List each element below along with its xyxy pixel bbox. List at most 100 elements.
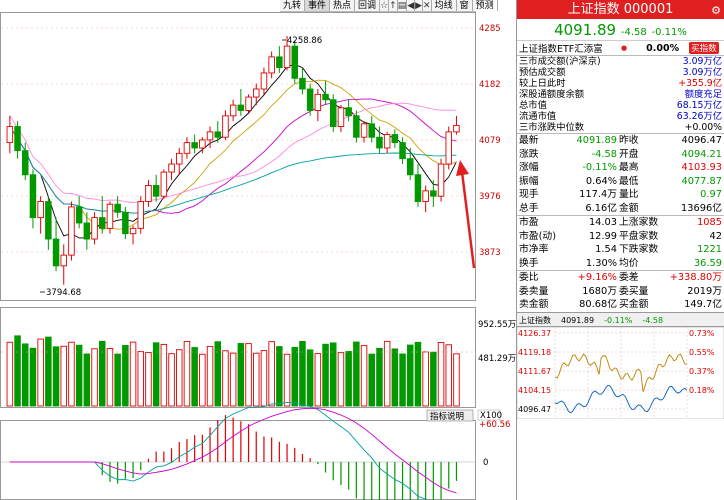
quote-row: 振幅 0.64% 最低 4077.87 (517, 175, 724, 189)
etf-row[interactable]: 上证指数ETF汇添富 ● 0.00% 买指数 (517, 41, 724, 56)
quote-row: 委比 +9.16% 委差 +338.80万 (517, 271, 724, 285)
candle-body (214, 131, 221, 138)
quote-key: 委买量 (619, 285, 649, 297)
mini-left-tick: 4104.15 (518, 386, 551, 395)
chart-icon[interactable]: ▤ (397, 0, 408, 11)
info-value: 额度充足 (684, 89, 722, 100)
candle-body (283, 45, 291, 69)
tab-hot[interactable]: 热点 (330, 0, 356, 11)
volume-bars (1, 335, 475, 407)
tab-events[interactable]: 事件 (305, 0, 331, 11)
volume-bar (222, 350, 229, 407)
volume-bar (114, 353, 121, 407)
candle-body (299, 77, 306, 90)
candle-body (6, 126, 14, 144)
quote-key: 总手 (519, 202, 539, 214)
market-info-row: 预估成交额 3.09万亿 (517, 67, 724, 78)
mini-change: -4.58 (642, 315, 664, 325)
quote-key: 最新 (519, 135, 539, 146)
moving-average-lines (9, 63, 457, 239)
up-arrow-icon[interactable]: ↑ (389, 0, 398, 11)
info-key: 流通市值 (519, 111, 557, 122)
volume-bar (383, 340, 391, 407)
volume-bar (137, 351, 144, 407)
indicator-help-label: 指标说明 (430, 411, 464, 422)
mini-intraday-chart[interactable]: 4126.37 4119.18 4111.67 4104.15 4096.47 0.73%… (516, 326, 724, 419)
kline-chart-area[interactable]: 4285 4182 4079 3976 3873 4258.86 3794.68… (0, 0, 516, 500)
quote-row: 最新 4091.89 昨收 4096.47 (517, 134, 724, 148)
tab-window[interactable]: 窗 (457, 0, 473, 11)
candle-body (422, 190, 429, 202)
volume-tick: 481.29万 (478, 354, 516, 364)
price-tick: 4182 (479, 80, 501, 90)
candle-body (91, 217, 98, 240)
volume-bar (206, 345, 214, 407)
low-annotation: 3794.68 (46, 288, 81, 298)
candle-body (360, 123, 368, 138)
etf-name[interactable]: 上证指数ETF汇添富 (519, 44, 603, 55)
info-value: 3.09万亿 (682, 67, 722, 78)
volume-bar (422, 351, 429, 407)
volume-bar (83, 353, 91, 407)
candle-body (337, 107, 345, 127)
quote-key: 最高 (619, 162, 639, 173)
market-info-row: 三市成交额(沪深京) 3.09万亿 (517, 56, 724, 67)
quote-row: 换手 1.30% 均价 36.59 (517, 257, 724, 271)
price-tick: 4079 (479, 136, 501, 146)
volume-bar (106, 348, 114, 407)
candle-body (183, 142, 191, 154)
quote-title-bar: 上证指数 000001 ⚙ (517, 0, 724, 19)
quote-value: 36.59 (693, 257, 722, 269)
candle-body (114, 203, 121, 213)
quote-key: 换手 (519, 257, 539, 269)
info-key: 三市成交额(沪深京) (519, 56, 601, 67)
volume-bar (91, 348, 98, 407)
tab-ma[interactable]: 均线 (432, 0, 457, 11)
candle-body (106, 203, 114, 229)
price-panel[interactable] (0, 12, 476, 301)
candle-body (414, 174, 422, 202)
star-icon[interactable]: ☆ (380, 0, 390, 11)
mini-right-tick: 0.55% (689, 348, 715, 357)
mini-price-line (554, 352, 688, 392)
close-icon[interactable]: ✕ (423, 0, 432, 11)
gear-icon[interactable]: ⚙ (711, 4, 721, 17)
quote-key: 量比 (619, 189, 639, 200)
candle-body (252, 88, 260, 98)
candle-body (206, 131, 214, 141)
volume-bar (68, 341, 75, 407)
indicator-help-button[interactable] (426, 409, 474, 422)
etf-pct: 0.00% (646, 42, 680, 54)
quote-value: 4091.89 (576, 135, 617, 146)
quote-key: 买金额 (619, 299, 649, 310)
next-icon[interactable]: ▶ (415, 0, 424, 11)
tab-pullback[interactable]: 回调 (355, 0, 381, 11)
tab-jiuzhuan[interactable]: 九转 (280, 0, 306, 11)
dea-line (9, 407, 457, 494)
quote-row: 现手 117.4万 量比 0.97 (517, 188, 724, 202)
candle-body (37, 201, 44, 219)
price-change-pct: -0.11% (651, 27, 687, 38)
volume-bar (214, 341, 221, 407)
candle-body (237, 104, 245, 111)
mini-pct: -0.11% (604, 315, 633, 325)
candle-body (14, 126, 21, 152)
buy-index-button[interactable]: 买指数 (689, 42, 719, 54)
info-key: 总市值 (519, 100, 547, 111)
volume-bar (399, 353, 406, 407)
info-key: 深股通额度余额 (519, 89, 585, 100)
quote-value: 12.99 (588, 230, 617, 242)
volume-bar (145, 352, 152, 407)
tab-forecast[interactable]: 预测 (473, 0, 498, 11)
volume-bar (414, 341, 422, 407)
prev-icon[interactable]: ◀ (407, 0, 416, 11)
volume-bar (322, 343, 329, 407)
candle-body (306, 88, 314, 111)
candle-body (222, 115, 229, 138)
quote-value: 4103.93 (681, 162, 722, 173)
candle-body (437, 163, 445, 197)
quote-key: 昨收 (619, 135, 639, 146)
quote-panel: 上证指数 000001 ⚙ 4091.89 -4.58 -0.11% 上证指数E… (516, 0, 724, 500)
macd-panel[interactable] (0, 420, 476, 500)
quote-key: 均价 (619, 257, 639, 269)
